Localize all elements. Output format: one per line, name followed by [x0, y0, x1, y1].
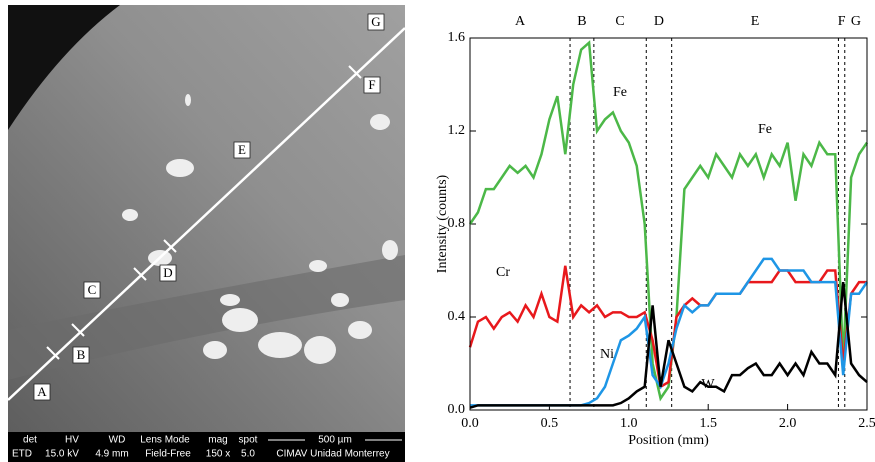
y-tick-label: 0.0	[448, 402, 466, 417]
y-tick-label: 0.4	[448, 309, 466, 324]
region-label: D	[163, 265, 172, 280]
figure: GFEDCBA detHVWDLens Modemagspot500 µmETD…	[0, 0, 875, 462]
info-value: 4.9 mm	[95, 449, 128, 460]
sem-background	[8, 5, 405, 432]
info-header: HV	[65, 435, 79, 446]
info-header: spot	[239, 435, 258, 446]
info-header: mag	[208, 435, 227, 446]
region-label: E	[751, 14, 760, 29]
plot-frame	[470, 38, 867, 410]
info-value: CIMAV Unidad Monterrey	[276, 449, 389, 460]
y-tick-label: 1.2	[448, 123, 466, 138]
info-value: Field-Free	[145, 449, 191, 460]
series-line	[470, 266, 867, 387]
series-label: Fe	[613, 85, 627, 100]
region-label: E	[238, 142, 246, 157]
info-header: Lens Mode	[140, 435, 190, 446]
x-tick-label: 2.0	[779, 416, 797, 431]
info-header: 500 µm	[318, 435, 352, 446]
region-label: B	[77, 347, 86, 362]
x-tick-label: 0.0	[461, 416, 479, 431]
y-axis-label: Intensity (counts)	[435, 174, 450, 273]
info-value: 15.0 kV	[45, 449, 79, 460]
series-label: Ni	[600, 347, 614, 362]
info-header: WD	[109, 435, 126, 446]
x-tick-label: 2.5	[858, 416, 875, 431]
info-value: 150 x	[206, 449, 230, 460]
info-bar: det HV WD Lens Mode mag spot 500 µm ETD 15.0 kV 4…	[8, 432, 405, 462]
region-label: F	[838, 14, 846, 29]
y-tick-label: 1.6	[448, 30, 466, 45]
region-label: D	[654, 14, 664, 29]
x-tick-label: 1.5	[699, 416, 717, 431]
info-value: ETD	[12, 449, 32, 460]
x-axis-label: Position (mm)	[628, 433, 709, 448]
region-label: A	[37, 384, 47, 399]
region-label: C	[615, 14, 624, 29]
info-header: det	[23, 435, 37, 446]
series-label: Fe	[758, 122, 772, 137]
series-label: Cr	[496, 265, 510, 280]
x-tick-label: 0.5	[541, 416, 559, 431]
region-label: F	[368, 77, 375, 92]
series-label: W	[701, 377, 715, 392]
region-label: B	[577, 14, 586, 29]
region-label: G	[371, 14, 380, 29]
region-label: C	[88, 282, 97, 297]
micrograph: G F E D C B A det HV WD Lens Mode mag spot 500 µm ETD…	[8, 5, 405, 462]
info-value: 5.0	[241, 449, 255, 460]
x-tick-label: 1.0	[620, 416, 638, 431]
region-label: G	[851, 14, 861, 29]
region-label: A	[515, 14, 526, 29]
